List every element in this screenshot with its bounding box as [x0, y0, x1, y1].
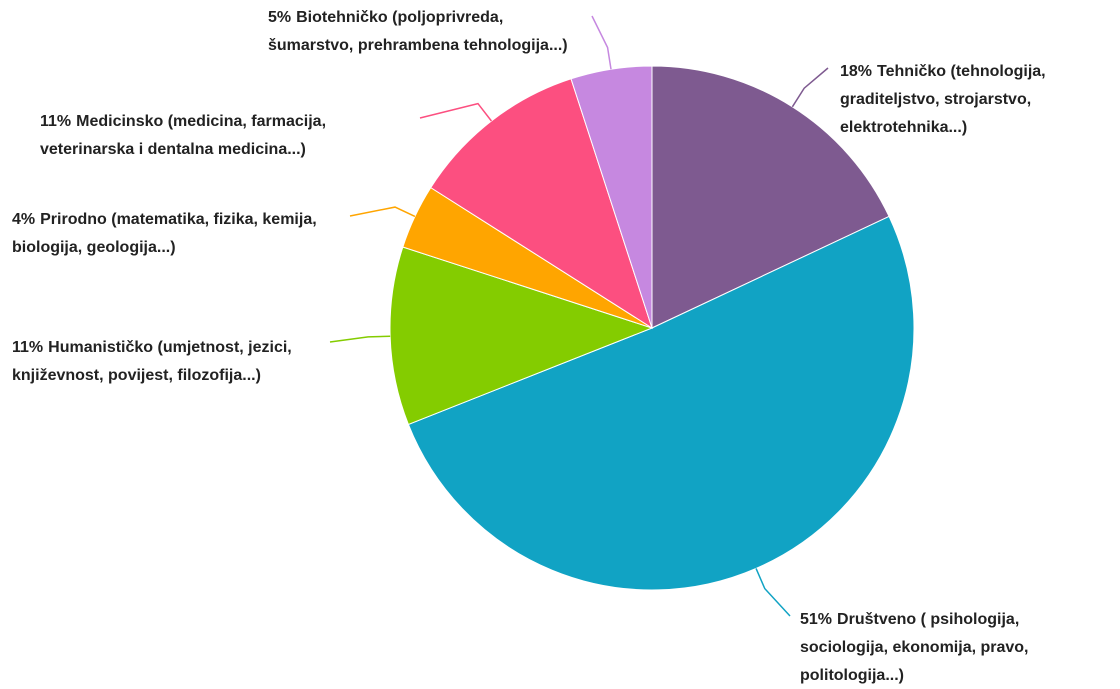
value-label: 18%	[840, 63, 873, 80]
pie-slice	[389, 246, 654, 426]
category-label: Prirodno (matematika, fizika, kemija, bi…	[12, 211, 317, 256]
leader-line	[791, 67, 829, 108]
slice-label: 51% Društveno ( psihologija, sociologija,…	[800, 606, 1100, 689]
leader-line	[755, 568, 791, 617]
slice-label: 5% Biotehničko (poljoprivreda, šumarstvo,…	[268, 4, 578, 60]
category-label: Humanističko (umjetnost, jezici, književ…	[12, 339, 292, 384]
value-label: 11%	[40, 113, 72, 130]
leader-line	[349, 206, 416, 218]
category-label: Biotehničko (poljoprivreda, šumarstvo, p…	[268, 9, 568, 54]
leader-line	[329, 335, 391, 343]
value-label: 4%	[12, 211, 36, 228]
slice-label: 18% Tehničko (tehnologija, graditeljstvo,…	[840, 58, 1120, 142]
value-label: 51%	[800, 611, 833, 628]
category-label: Tehničko (tehnologija, graditeljstvo, st…	[840, 63, 1046, 136]
leader-line	[419, 102, 493, 122]
pie-slice	[570, 65, 653, 329]
category-label: Društveno ( psihologija, sociologija, ek…	[800, 611, 1029, 684]
slice-label: 11% Humanističko (umjetnost, jezici, knji…	[12, 334, 332, 390]
category-label: Medicinsko (medicina, farmacija, veterin…	[40, 113, 327, 158]
value-label: 11%	[12, 339, 44, 356]
slice-label: 11% Medicinsko (medicina, farmacija, vete…	[40, 108, 400, 164]
slice-label: 4% Prirodno (matematika, fizika, kemija, …	[12, 206, 357, 262]
leader-line	[591, 15, 612, 70]
value-label: 5%	[268, 9, 292, 26]
pie-slice	[407, 215, 915, 591]
